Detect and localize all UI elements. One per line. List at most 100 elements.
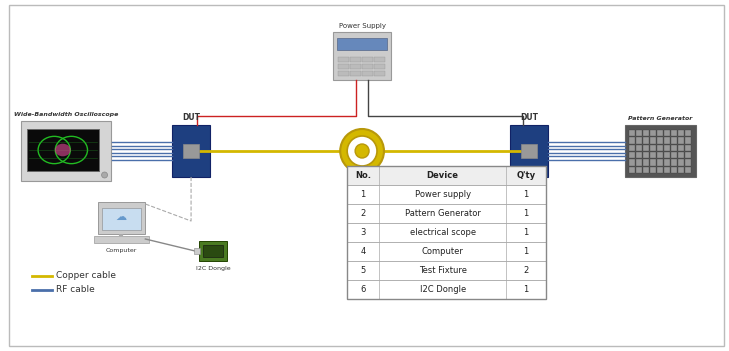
Bar xyxy=(628,152,635,158)
Bar xyxy=(671,145,677,151)
Text: 1: 1 xyxy=(523,247,529,256)
Bar xyxy=(347,204,546,223)
Text: I2C Dongle: I2C Dongle xyxy=(195,266,230,271)
Bar xyxy=(347,166,546,185)
Bar xyxy=(628,167,635,173)
Text: Test Fixture: Test Fixture xyxy=(418,266,467,275)
Bar xyxy=(374,57,385,62)
Text: Pattern Generator: Pattern Generator xyxy=(405,209,480,218)
Bar xyxy=(643,152,649,158)
Text: 1: 1 xyxy=(360,190,366,199)
Text: No.: No. xyxy=(355,171,371,180)
Bar xyxy=(521,144,537,158)
Bar xyxy=(347,185,546,204)
Bar xyxy=(678,152,684,158)
Bar xyxy=(347,261,546,280)
Text: 6: 6 xyxy=(360,285,366,294)
Bar xyxy=(671,130,677,136)
Text: 3: 3 xyxy=(360,228,366,237)
Bar xyxy=(685,130,691,136)
Bar xyxy=(664,137,670,144)
Bar xyxy=(199,241,227,261)
Text: Pattern Generator: Pattern Generator xyxy=(628,116,693,121)
Circle shape xyxy=(340,129,384,173)
Bar xyxy=(636,137,642,144)
Bar xyxy=(628,137,635,144)
Bar xyxy=(362,57,373,62)
Bar xyxy=(194,248,200,254)
Text: 5: 5 xyxy=(360,266,366,275)
Bar xyxy=(628,159,635,166)
Bar xyxy=(685,145,691,151)
Bar xyxy=(671,167,677,173)
Bar xyxy=(636,159,642,166)
Bar xyxy=(657,152,663,158)
Bar xyxy=(183,144,199,158)
Bar xyxy=(338,57,349,62)
Bar xyxy=(664,145,670,151)
Text: RF cable: RF cable xyxy=(56,285,95,294)
Bar xyxy=(685,167,691,173)
Bar xyxy=(657,159,663,166)
Bar xyxy=(636,167,642,173)
Text: Wide-Bandwidth Oscilloscope: Wide-Bandwidth Oscilloscope xyxy=(14,112,118,117)
Text: Copper cable: Copper cable xyxy=(56,272,116,280)
Bar xyxy=(664,130,670,136)
Bar xyxy=(625,125,696,177)
Bar xyxy=(671,137,677,144)
Bar xyxy=(362,64,373,69)
Bar xyxy=(338,38,387,50)
Bar xyxy=(643,137,649,144)
Bar xyxy=(657,130,663,136)
Bar xyxy=(101,208,141,230)
Bar xyxy=(636,130,642,136)
Bar xyxy=(27,129,98,171)
Bar xyxy=(650,159,656,166)
Bar xyxy=(657,167,663,173)
Bar xyxy=(671,159,677,166)
Bar xyxy=(350,64,361,69)
Bar xyxy=(671,152,677,158)
Text: 4: 4 xyxy=(360,247,366,256)
Bar xyxy=(350,71,361,76)
Text: Device: Device xyxy=(426,171,459,180)
Circle shape xyxy=(347,136,377,166)
Bar xyxy=(657,145,663,151)
Bar xyxy=(510,125,548,177)
Text: Power Supply: Power Supply xyxy=(338,23,386,29)
Bar xyxy=(374,71,385,76)
Text: 2: 2 xyxy=(360,209,366,218)
Bar xyxy=(650,145,656,151)
Text: Q'ty: Q'ty xyxy=(517,171,536,180)
Text: Power supply: Power supply xyxy=(415,190,471,199)
Circle shape xyxy=(101,172,108,178)
Bar xyxy=(333,32,391,80)
Text: Computer: Computer xyxy=(421,247,464,256)
Text: DUT: DUT xyxy=(520,113,538,122)
Bar xyxy=(643,145,649,151)
Text: 1: 1 xyxy=(523,209,529,218)
Bar xyxy=(678,130,684,136)
Circle shape xyxy=(355,144,369,158)
Bar xyxy=(657,137,663,144)
Bar xyxy=(664,167,670,173)
Bar xyxy=(172,125,210,177)
Text: I2C Dongle: I2C Dongle xyxy=(419,285,466,294)
Bar xyxy=(678,137,684,144)
Bar xyxy=(98,202,145,234)
Bar xyxy=(685,159,691,166)
Bar xyxy=(628,145,635,151)
Bar xyxy=(650,130,656,136)
Bar xyxy=(636,145,642,151)
Bar xyxy=(93,236,149,243)
Bar xyxy=(664,159,670,166)
Bar xyxy=(643,159,649,166)
Text: electrical scope: electrical scope xyxy=(410,228,476,237)
Text: ☁: ☁ xyxy=(116,212,127,222)
Bar xyxy=(636,152,642,158)
Bar xyxy=(650,152,656,158)
Bar xyxy=(21,121,111,181)
Bar xyxy=(338,64,349,69)
Bar xyxy=(347,242,546,261)
Bar xyxy=(643,130,649,136)
